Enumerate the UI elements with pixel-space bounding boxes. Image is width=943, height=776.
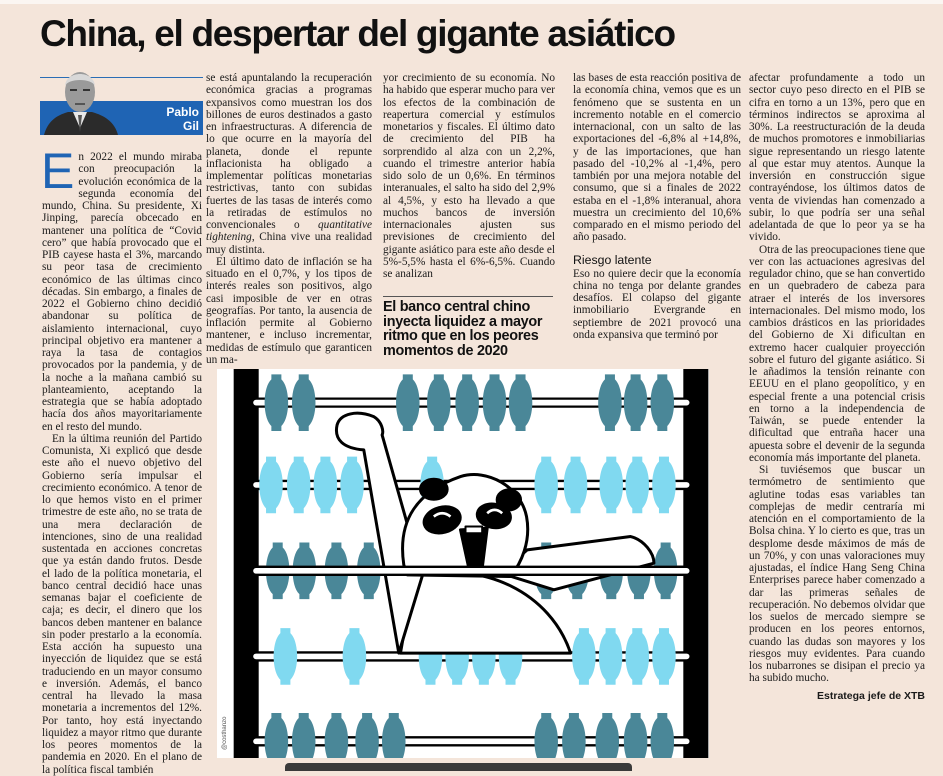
abacus-bead — [572, 628, 596, 685]
illustration-panda-abacus — [217, 369, 709, 758]
abacus-bead — [652, 456, 676, 514]
abacus-bead — [340, 456, 364, 514]
illustration-credit: @costhanzo — [222, 700, 232, 755]
abacus-bead — [508, 374, 533, 431]
abacus-bead — [286, 456, 311, 514]
abacus-bead — [324, 713, 349, 758]
abacus-bead — [482, 374, 507, 431]
credit-text: @costhanzo — [222, 716, 228, 750]
column-3: yor crecimiento de su economía. No ha ha… — [383, 72, 555, 280]
panda-raised-arm — [334, 411, 424, 655]
author-first-name: Pablo — [166, 105, 199, 119]
author-name: Pablo Gil — [166, 105, 199, 133]
abacus-bead — [598, 374, 622, 431]
panda — [334, 411, 656, 655]
panda-eye-right — [475, 502, 512, 530]
headline: China, el despertar del gigante asiático — [40, 13, 676, 54]
paragraph: yor crecimiento de su economía. No ha ha… — [383, 72, 555, 280]
paragraph: Eso no quiere decir que la economía chin… — [573, 267, 741, 341]
abacus-bead — [455, 374, 479, 431]
paragraph: Otra de las preocupaciones tiene que ver… — [749, 243, 925, 464]
abacus-bead — [291, 374, 316, 431]
abacus-frame-right — [683, 369, 709, 758]
abacus-bead — [650, 374, 675, 431]
abacus-bead — [595, 713, 620, 758]
abacus-bead — [382, 713, 406, 758]
column-4: las bases de esta reacción positiva de l… — [573, 72, 741, 341]
paragraph-text: n 2022 el mundo miraba con preocupación … — [42, 151, 202, 433]
panda-eye-left — [422, 505, 462, 535]
abacus-bead — [291, 713, 316, 758]
pull-quote: El banco central chino inyecta liquidez … — [383, 299, 543, 359]
author-rule — [40, 77, 203, 78]
section-heading: Riesgo latente — [573, 252, 652, 267]
abacus-bead — [313, 456, 338, 514]
abacus-bead — [598, 628, 623, 685]
paragraph-text: , China vive una realidad muy distinta. — [206, 231, 372, 256]
paragraph: las bases de esta reacción positiva de l… — [573, 72, 741, 244]
abacus-bead — [599, 456, 624, 514]
author-last-name: Gil — [182, 119, 199, 133]
pull-quote-rule — [383, 296, 553, 297]
drop-cap: E — [41, 143, 75, 199]
panda-ear-left — [418, 477, 449, 501]
paragraph: Si tuviésemos que buscar un termómetro d… — [749, 464, 925, 685]
abacus-bead — [652, 628, 676, 685]
abacus-frame-left — [233, 369, 259, 758]
paragraph-text: se está apuntalando la recuperación econ… — [206, 72, 372, 231]
bottom-overlay-bar — [285, 763, 632, 771]
column-5: afectar profundamente a todo un sector c… — [749, 72, 925, 702]
abacus-bead — [563, 456, 588, 514]
abacus-bead — [264, 713, 289, 758]
abacus-rod — [250, 565, 692, 576]
abacus-bead — [625, 456, 650, 514]
paragraph: En la última reunión del Partido Comunis… — [42, 432, 202, 776]
paragraph: se está apuntalando la recuperación econ… — [206, 72, 372, 256]
abacus-bead — [259, 456, 283, 514]
abacus-bead — [427, 374, 451, 431]
abacus-bead — [623, 374, 648, 431]
paragraph: El último dato de inflación se ha situad… — [206, 255, 372, 366]
abacus-bead — [355, 713, 379, 758]
abacus-bead — [396, 374, 420, 431]
italic-term: quantitative tightening — [206, 219, 372, 244]
abacus-bead — [623, 713, 648, 758]
panda-extended-arm — [499, 535, 656, 592]
abacus-bead — [562, 713, 586, 758]
abacus-bead — [650, 713, 675, 758]
author-photo — [44, 72, 118, 135]
abacus-bead — [534, 456, 558, 514]
abacus-bead — [534, 713, 558, 758]
column-2: se está apuntalando la recuperación econ… — [206, 72, 372, 366]
abacus-bead — [342, 628, 367, 685]
author-signoff: Estratega jefe de XTB — [817, 689, 925, 702]
abacus-bead — [273, 628, 298, 685]
abacus-bead — [264, 374, 289, 431]
paragraph: afectar profundamente a todo un sector c… — [749, 72, 925, 244]
top-strip — [0, 0, 943, 4]
abacus-bead — [625, 628, 650, 685]
